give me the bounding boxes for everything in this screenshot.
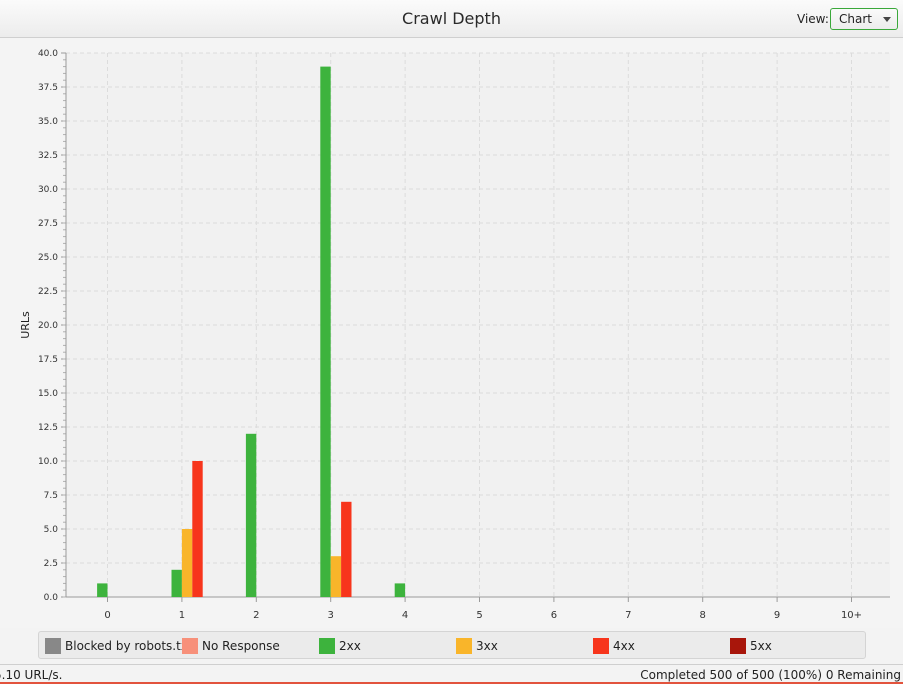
- bar-2xx-depth-2: [245, 433, 257, 597]
- y-tick-label: 7.5: [44, 491, 58, 501]
- y-tick-label: 2.5: [44, 559, 58, 569]
- y-tick-label: 35.0: [38, 117, 58, 127]
- legend-item-no-response: No Response: [182, 638, 280, 654]
- y-tick-label: 22.5: [38, 287, 58, 297]
- bar-3xx-depth-1: [181, 529, 193, 597]
- bar-4xx-depth-1: [192, 461, 203, 597]
- legend-swatch: [45, 638, 61, 654]
- legend-item-5xx: 5xx: [730, 638, 772, 654]
- chart-title: Crawl Depth: [402, 9, 501, 28]
- crawl-speed: 5.10 URL/s.: [0, 668, 63, 682]
- y-tick-label: 25.0: [38, 253, 58, 263]
- bar-2xx-depth-1: [171, 569, 182, 597]
- y-tick-label: 27.5: [38, 219, 58, 229]
- x-tick-label: 5: [476, 610, 482, 621]
- x-tick-label: 9: [774, 610, 780, 621]
- x-tick-label: 2: [253, 610, 259, 621]
- y-tick-label: 20.0: [38, 321, 58, 331]
- x-tick-label: 8: [700, 610, 706, 621]
- x-tick-label: 3: [328, 610, 334, 621]
- y-tick-label: 10.0: [38, 457, 58, 467]
- y-tick-label: 17.5: [38, 355, 58, 365]
- legend-swatch: [319, 638, 335, 654]
- y-axis-label: URLs: [19, 311, 32, 339]
- y-tick-label: 40.0: [38, 49, 58, 59]
- legend-item-3xx: 3xx: [456, 638, 498, 654]
- x-tick-label: 6: [551, 610, 557, 621]
- legend-label: 2xx: [339, 639, 361, 653]
- y-tick-label: 12.5: [38, 423, 58, 433]
- legend-swatch: [730, 638, 746, 654]
- y-tick-label: 0.0: [44, 593, 59, 603]
- bar-2xx-depth-0: [97, 583, 108, 597]
- crawl-depth-chart: 0.0 2.5 5.0 7.5 10.0 12.5 15.0 17.5 20.0 22.5 25.0…: [19, 49, 890, 621]
- chevron-down-icon: [883, 17, 891, 22]
- crawl-progress: Completed 500 of 500 (100%) 0 Remaining: [640, 668, 901, 682]
- bar-4xx-depth-3: [341, 501, 352, 597]
- legend-swatch: [456, 638, 472, 654]
- y-tick-label: 15.0: [38, 389, 58, 399]
- legend-swatch: [593, 638, 609, 654]
- legend-label: 3xx: [476, 639, 498, 653]
- y-tick-label: 5.0: [44, 525, 59, 535]
- bar-2xx-depth-3: [320, 66, 331, 598]
- chart-header: Crawl Depth View: Chart: [0, 0, 903, 38]
- y-tick-label: 30.0: [38, 185, 58, 195]
- view-label: View:: [797, 12, 829, 26]
- view-select-value: Chart: [839, 12, 872, 26]
- x-tick-label: 10+: [841, 610, 862, 621]
- legend-swatch: [182, 638, 198, 654]
- chart-legend: Blocked by robots.txt No Response 2xx 3x…: [38, 631, 866, 659]
- status-bar: 5.10 URL/s. Completed 500 of 500 (100%) …: [0, 664, 903, 684]
- bar-2xx-depth-4: [394, 583, 406, 597]
- x-tick-label: 7: [625, 610, 631, 621]
- x-tick-label: 0: [104, 610, 110, 621]
- legend-item-2xx: 2xx: [319, 638, 361, 654]
- progress-line: [0, 682, 903, 684]
- bar-3xx-depth-3: [330, 556, 342, 597]
- legend-item-blocked: Blocked by robots.txt: [45, 638, 193, 654]
- legend-label: No Response: [202, 639, 280, 653]
- view-select[interactable]: Chart: [830, 8, 898, 30]
- legend-label: 4xx: [613, 639, 635, 653]
- legend-item-4xx: 4xx: [593, 638, 635, 654]
- x-tick-label: 4: [402, 610, 408, 621]
- legend-label: 5xx: [750, 639, 772, 653]
- legend-label: Blocked by robots.txt: [65, 639, 193, 653]
- y-tick-label: 37.5: [38, 83, 58, 93]
- y-tick-label: 32.5: [38, 151, 58, 161]
- chart-area: 0.0 2.5 5.0 7.5 10.0 12.5 15.0 17.5 20.0 22.5 25.0…: [0, 38, 903, 628]
- x-tick-label: 1: [179, 610, 185, 621]
